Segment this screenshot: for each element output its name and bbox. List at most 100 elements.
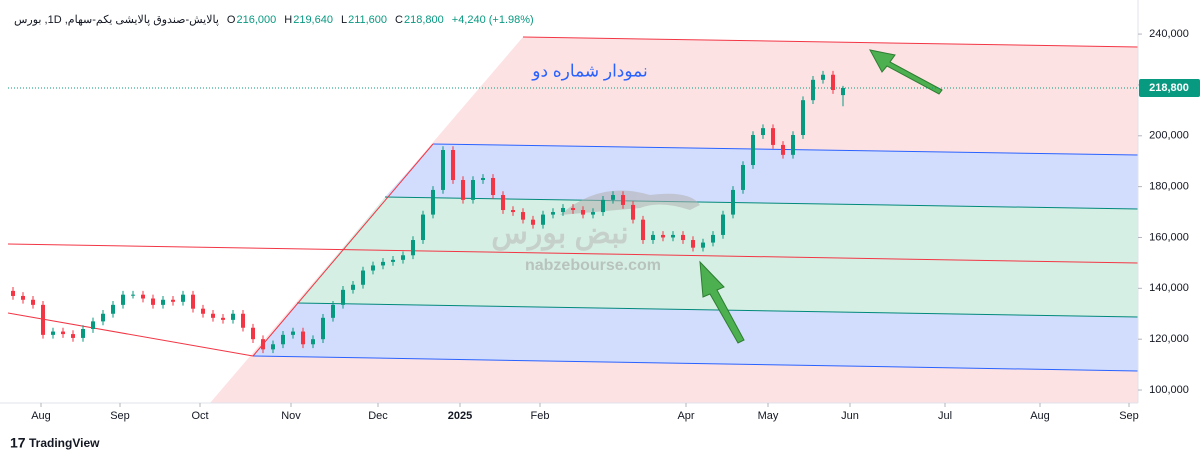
candle-body bbox=[161, 299, 165, 305]
ohlc-value: 218,800 bbox=[404, 14, 444, 26]
candle-body bbox=[191, 294, 195, 309]
candle-body bbox=[71, 334, 75, 338]
x-tick-label: Sep bbox=[1119, 410, 1139, 422]
candle-body bbox=[821, 74, 825, 80]
candle-body bbox=[691, 240, 695, 248]
pitchfork-line bbox=[7, 312, 254, 357]
candle-body bbox=[491, 177, 495, 196]
candle-body bbox=[621, 195, 625, 205]
candle-body bbox=[481, 177, 485, 181]
candle-body bbox=[141, 294, 145, 299]
plot bbox=[11, 70, 845, 354]
x-tick-label: Sep bbox=[110, 410, 130, 422]
candle-body bbox=[571, 207, 575, 211]
watermark: نبض بورس nabzebourse.com bbox=[491, 190, 700, 274]
header: پالایش-صندوق پالایشی یکم-سهام, 1D, بورس … bbox=[14, 14, 534, 26]
candle-body bbox=[701, 242, 705, 248]
candle-body bbox=[771, 128, 775, 145]
candle-body bbox=[681, 234, 685, 241]
candle-body bbox=[421, 214, 425, 241]
candle-body bbox=[661, 234, 665, 238]
y-tick-label: 180,000 bbox=[1149, 181, 1189, 193]
candle-body bbox=[391, 259, 395, 262]
candle-body bbox=[371, 265, 375, 271]
candle-body bbox=[271, 344, 275, 350]
y-tick-label: 160,000 bbox=[1149, 231, 1189, 243]
pitchfork-line bbox=[522, 36, 1139, 48]
pitchfork-line bbox=[7, 243, 1139, 264]
candle-body bbox=[581, 210, 585, 215]
candle-body bbox=[31, 299, 35, 305]
candle-body bbox=[361, 270, 365, 285]
candle-body bbox=[171, 299, 175, 302]
ohlc-value: 219,640 bbox=[293, 14, 333, 26]
candle-body bbox=[261, 339, 265, 350]
candle-body bbox=[411, 240, 415, 256]
x-tick-label: May bbox=[758, 410, 779, 422]
candle-body bbox=[801, 100, 805, 136]
y-tick-label: 140,000 bbox=[1149, 282, 1189, 294]
candle-body bbox=[311, 339, 315, 345]
candle-body bbox=[21, 295, 25, 300]
candle-body bbox=[121, 294, 125, 305]
branding: 17 TradingView bbox=[10, 435, 100, 451]
x-tick-label: Jul bbox=[938, 410, 952, 422]
candle-body bbox=[651, 234, 655, 241]
pitchfork-line bbox=[432, 143, 1139, 156]
candle-body bbox=[321, 317, 325, 340]
x-tick-label: Apr bbox=[677, 410, 694, 422]
pitchfork-zone bbox=[253, 303, 1138, 371]
candle-body bbox=[291, 331, 295, 335]
branding: TradingView bbox=[29, 436, 100, 450]
pitchfork-zone bbox=[297, 197, 1138, 317]
candle-body bbox=[631, 204, 635, 220]
candle-body bbox=[61, 331, 65, 335]
candle-body bbox=[831, 74, 835, 91]
candle-body bbox=[151, 298, 155, 305]
candle-body bbox=[251, 327, 255, 340]
ohlc-value: 211,600 bbox=[348, 14, 387, 26]
candle-body bbox=[11, 290, 15, 296]
candle-body bbox=[641, 219, 645, 241]
candle-body bbox=[461, 180, 465, 200]
y-tick-label: 120,000 bbox=[1149, 333, 1189, 345]
x-tick-label: Oct bbox=[191, 410, 208, 422]
last-price-tag bbox=[1139, 78, 1200, 97]
candle-body bbox=[671, 234, 675, 238]
pitchfork-zone bbox=[385, 144, 1138, 209]
candle-body bbox=[101, 313, 105, 322]
candle-body bbox=[791, 135, 795, 155]
y-tick-label: 240,000 bbox=[1149, 28, 1189, 40]
candle-body bbox=[451, 150, 455, 181]
pitchfork-line bbox=[296, 302, 1139, 318]
watermark-bull bbox=[560, 190, 700, 215]
candle-body bbox=[811, 79, 815, 101]
candle-body bbox=[201, 308, 205, 314]
candle-body bbox=[301, 331, 305, 345]
y-tick-label: 100,000 bbox=[1149, 384, 1189, 396]
candle-body bbox=[281, 334, 285, 345]
candle-body bbox=[731, 189, 735, 215]
ohlc-letter: O bbox=[227, 14, 236, 26]
candle-body bbox=[431, 189, 435, 215]
candle-body bbox=[611, 195, 615, 200]
ohlc-letter: L bbox=[341, 14, 347, 26]
symbol: پالایش-صندوق پالایشی یکم-سهام, 1D, بورس bbox=[14, 14, 219, 26]
candle-body bbox=[541, 214, 545, 225]
candle-body bbox=[781, 144, 785, 155]
candle-body bbox=[551, 212, 555, 215]
arrow bbox=[699, 260, 745, 344]
x-tick-label: Feb bbox=[531, 410, 550, 422]
change: +4,240 (+1.98%) bbox=[452, 14, 534, 26]
candle-body bbox=[841, 87, 845, 96]
candle-body bbox=[351, 284, 355, 290]
candle-body bbox=[531, 219, 535, 225]
candle-body bbox=[231, 313, 235, 320]
pitchfork-line bbox=[252, 355, 1139, 372]
last-price-label: 218,800 bbox=[1149, 82, 1189, 94]
candle-body bbox=[221, 317, 225, 320]
chart-title: نمودار شماره دو bbox=[531, 61, 647, 81]
candle-body bbox=[501, 195, 505, 211]
candle-body bbox=[401, 255, 405, 260]
candle-body bbox=[751, 135, 755, 166]
